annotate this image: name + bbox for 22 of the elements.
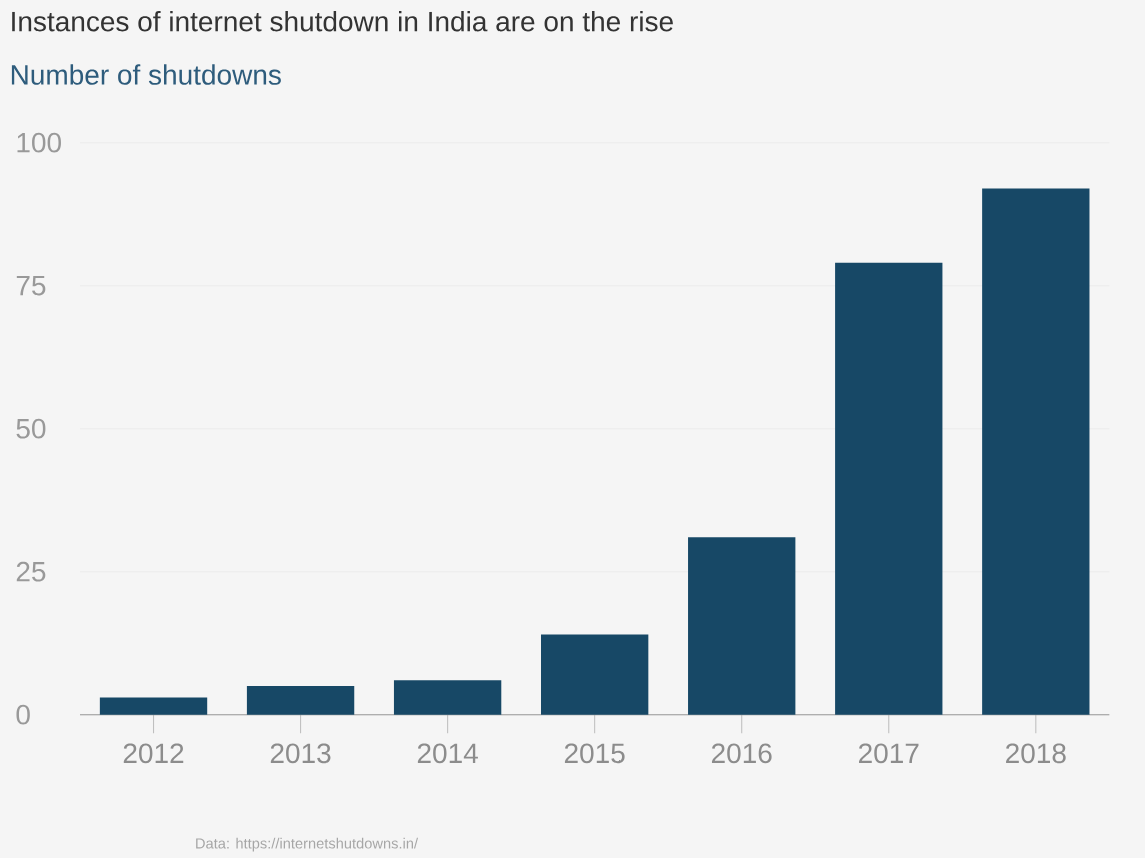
x-tick-label: 2016: [711, 743, 772, 764]
bar: [835, 262, 943, 715]
chart-title: Instances of internet shutdown in India are on the rise: [12, 10, 673, 32]
x-tick-label: 2015: [564, 743, 625, 764]
bar: [541, 634, 649, 715]
y-tick-label: 0: [16, 704, 30, 725]
bar: [246, 686, 355, 715]
bar: [982, 188, 1090, 715]
x-tick-label: 2017: [859, 743, 919, 764]
chart-subtitle: Number of shutdowns: [11, 64, 281, 85]
x-tick-label: 2012: [123, 743, 184, 764]
x-tick-label: 2018: [1006, 743, 1066, 764]
y-tick-label: 100: [17, 132, 61, 153]
bar: [393, 680, 502, 715]
bar: [99, 697, 208, 715]
bar: [688, 537, 796, 715]
text: Data: https://internetshutdowns.in/: [196, 837, 419, 852]
y-tick-label: 50: [16, 418, 46, 439]
x-tick-label: 2013: [270, 743, 331, 764]
x-tick-label: 2014: [417, 743, 478, 764]
y-tick-label: 25: [16, 561, 46, 582]
y-tick-label: 75: [16, 275, 46, 296]
